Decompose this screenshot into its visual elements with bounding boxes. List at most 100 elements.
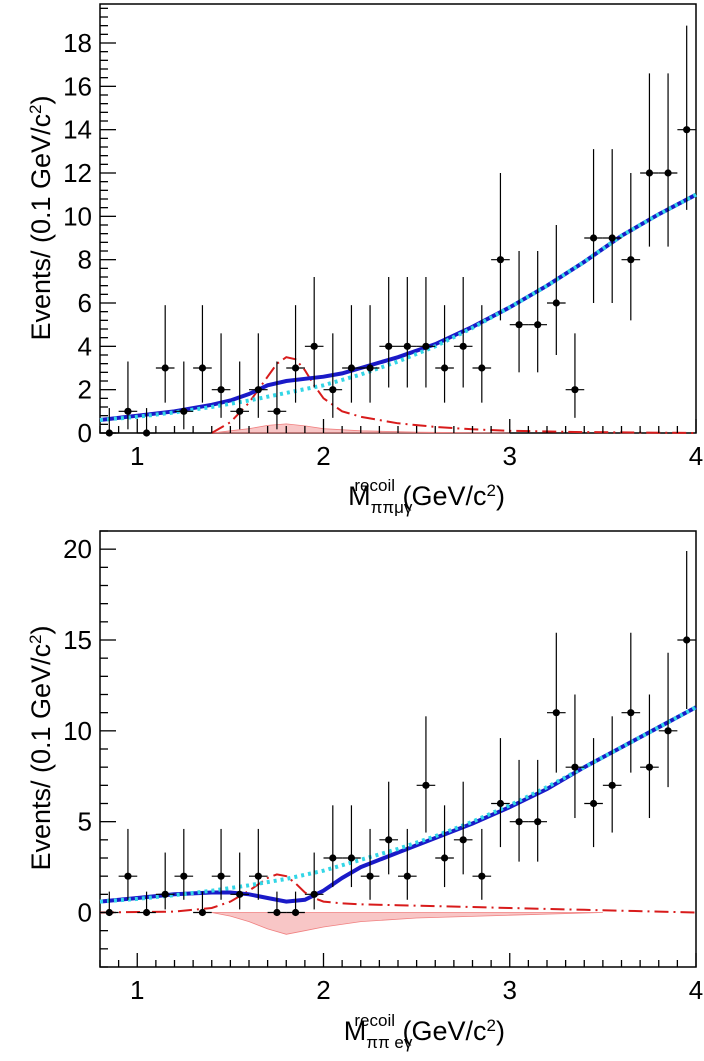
plot-frame: [99, 3, 697, 434]
y-tick-label: 6: [78, 288, 92, 318]
data-point: [161, 364, 169, 372]
data-point: [198, 364, 207, 372]
data-point: [385, 342, 393, 350]
fit-curves: [99, 192, 697, 434]
data-point: [496, 799, 505, 808]
axis-ticks: 1 2 3 4 0 5 10 15 20: [63, 530, 703, 1005]
data-point: [683, 126, 691, 134]
data-point: [459, 342, 467, 350]
y-tick-label: 4: [78, 331, 92, 361]
data-point: [236, 890, 244, 898]
x-axis-label: Mππμγrecoil (GeV/c2): [348, 476, 505, 517]
data-point: [683, 636, 691, 644]
x-tick-label: 1: [130, 975, 144, 1005]
y-axis-label: Events/ (0.1 GeV/c2): [26, 95, 57, 340]
plot-frame: [99, 530, 697, 968]
data-point: [627, 256, 635, 264]
x-tick-label: 2: [316, 975, 330, 1005]
y-tick-label: 16: [63, 71, 92, 101]
data-point: [571, 386, 579, 394]
fit-curves: [99, 705, 697, 935]
data-point: [645, 169, 654, 177]
y-tick-label: 8: [78, 245, 92, 275]
data-point: [291, 364, 300, 372]
y-tick-label: 15: [63, 625, 92, 655]
data-point: [385, 836, 393, 844]
background-curve: [99, 705, 697, 904]
y-tick-label: 2: [78, 375, 92, 405]
data-points: [100, 25, 696, 437]
data-point: [310, 342, 318, 350]
data-point: [534, 321, 542, 329]
data-point: [124, 872, 132, 880]
y-tick-label: 18: [63, 28, 92, 58]
data-point: [310, 890, 318, 898]
data-point: [534, 818, 542, 826]
peaking-background-area: [211, 912, 603, 935]
data-point: [478, 872, 486, 880]
y-tick-label: 5: [78, 807, 92, 837]
data-point: [198, 908, 207, 917]
data-point: [366, 364, 374, 372]
y-tick-label: 10: [63, 716, 92, 746]
data-point: [440, 854, 449, 862]
data-point: [422, 781, 430, 789]
data-point: [366, 872, 374, 880]
x-tick-label: 3: [503, 441, 517, 471]
total-fit-curve: [99, 705, 697, 904]
background-curve: [99, 192, 697, 422]
data-point: [515, 321, 523, 329]
data-point: [552, 299, 560, 307]
chart-panel-ee: 1 2 3 4 0 5 10 15 20 Events/ (0.1 GeV/c2) Mππ eγ…: [26, 530, 703, 1052]
data-point: [589, 234, 598, 242]
signal-curve: [211, 356, 697, 434]
x-tick-label: 1: [130, 441, 144, 471]
data-point: [664, 727, 672, 735]
data-point: [161, 890, 169, 898]
data-point: [329, 386, 337, 394]
data-point: [254, 386, 262, 394]
data-point: [608, 234, 616, 242]
data-point: [459, 836, 467, 844]
data-point: [552, 709, 560, 717]
data-point: [627, 709, 635, 717]
y-tick-label: 14: [63, 115, 92, 145]
data-point: [403, 342, 411, 350]
data-point: [440, 364, 449, 372]
data-point: [124, 407, 132, 415]
data-point: [273, 908, 281, 917]
data-point: [142, 429, 151, 437]
x-tick-label: 3: [503, 975, 517, 1005]
data-point: [347, 364, 356, 372]
data-point: [422, 342, 430, 350]
x-axis-label: Mππ eγrecoil (GeV/c2): [344, 1011, 505, 1052]
data-point: [180, 407, 188, 415]
y-tick-label: 12: [63, 158, 92, 188]
data-point: [515, 818, 523, 826]
data-point: [347, 854, 356, 862]
data-point: [217, 386, 225, 394]
data-point: [142, 908, 151, 917]
data-point: [273, 407, 281, 415]
y-tick-label: 10: [63, 201, 92, 231]
data-point: [571, 763, 579, 771]
data-point: [403, 872, 411, 880]
signal-curve: [99, 873, 697, 914]
data-point: [291, 908, 300, 917]
data-point: [496, 256, 505, 264]
y-axis-label: Events/ (0.1 GeV/c2): [26, 625, 57, 870]
data-point: [608, 781, 616, 789]
x-tick-label: 4: [689, 441, 703, 471]
x-tick-label: 2: [316, 441, 330, 471]
data-point: [236, 407, 244, 415]
data-point: [329, 854, 337, 862]
y-tick-label: 0: [78, 418, 92, 448]
data-points: [100, 550, 696, 917]
total-fit-curve: [99, 192, 697, 422]
x-tick-label: 4: [689, 975, 703, 1005]
data-point: [478, 364, 486, 372]
